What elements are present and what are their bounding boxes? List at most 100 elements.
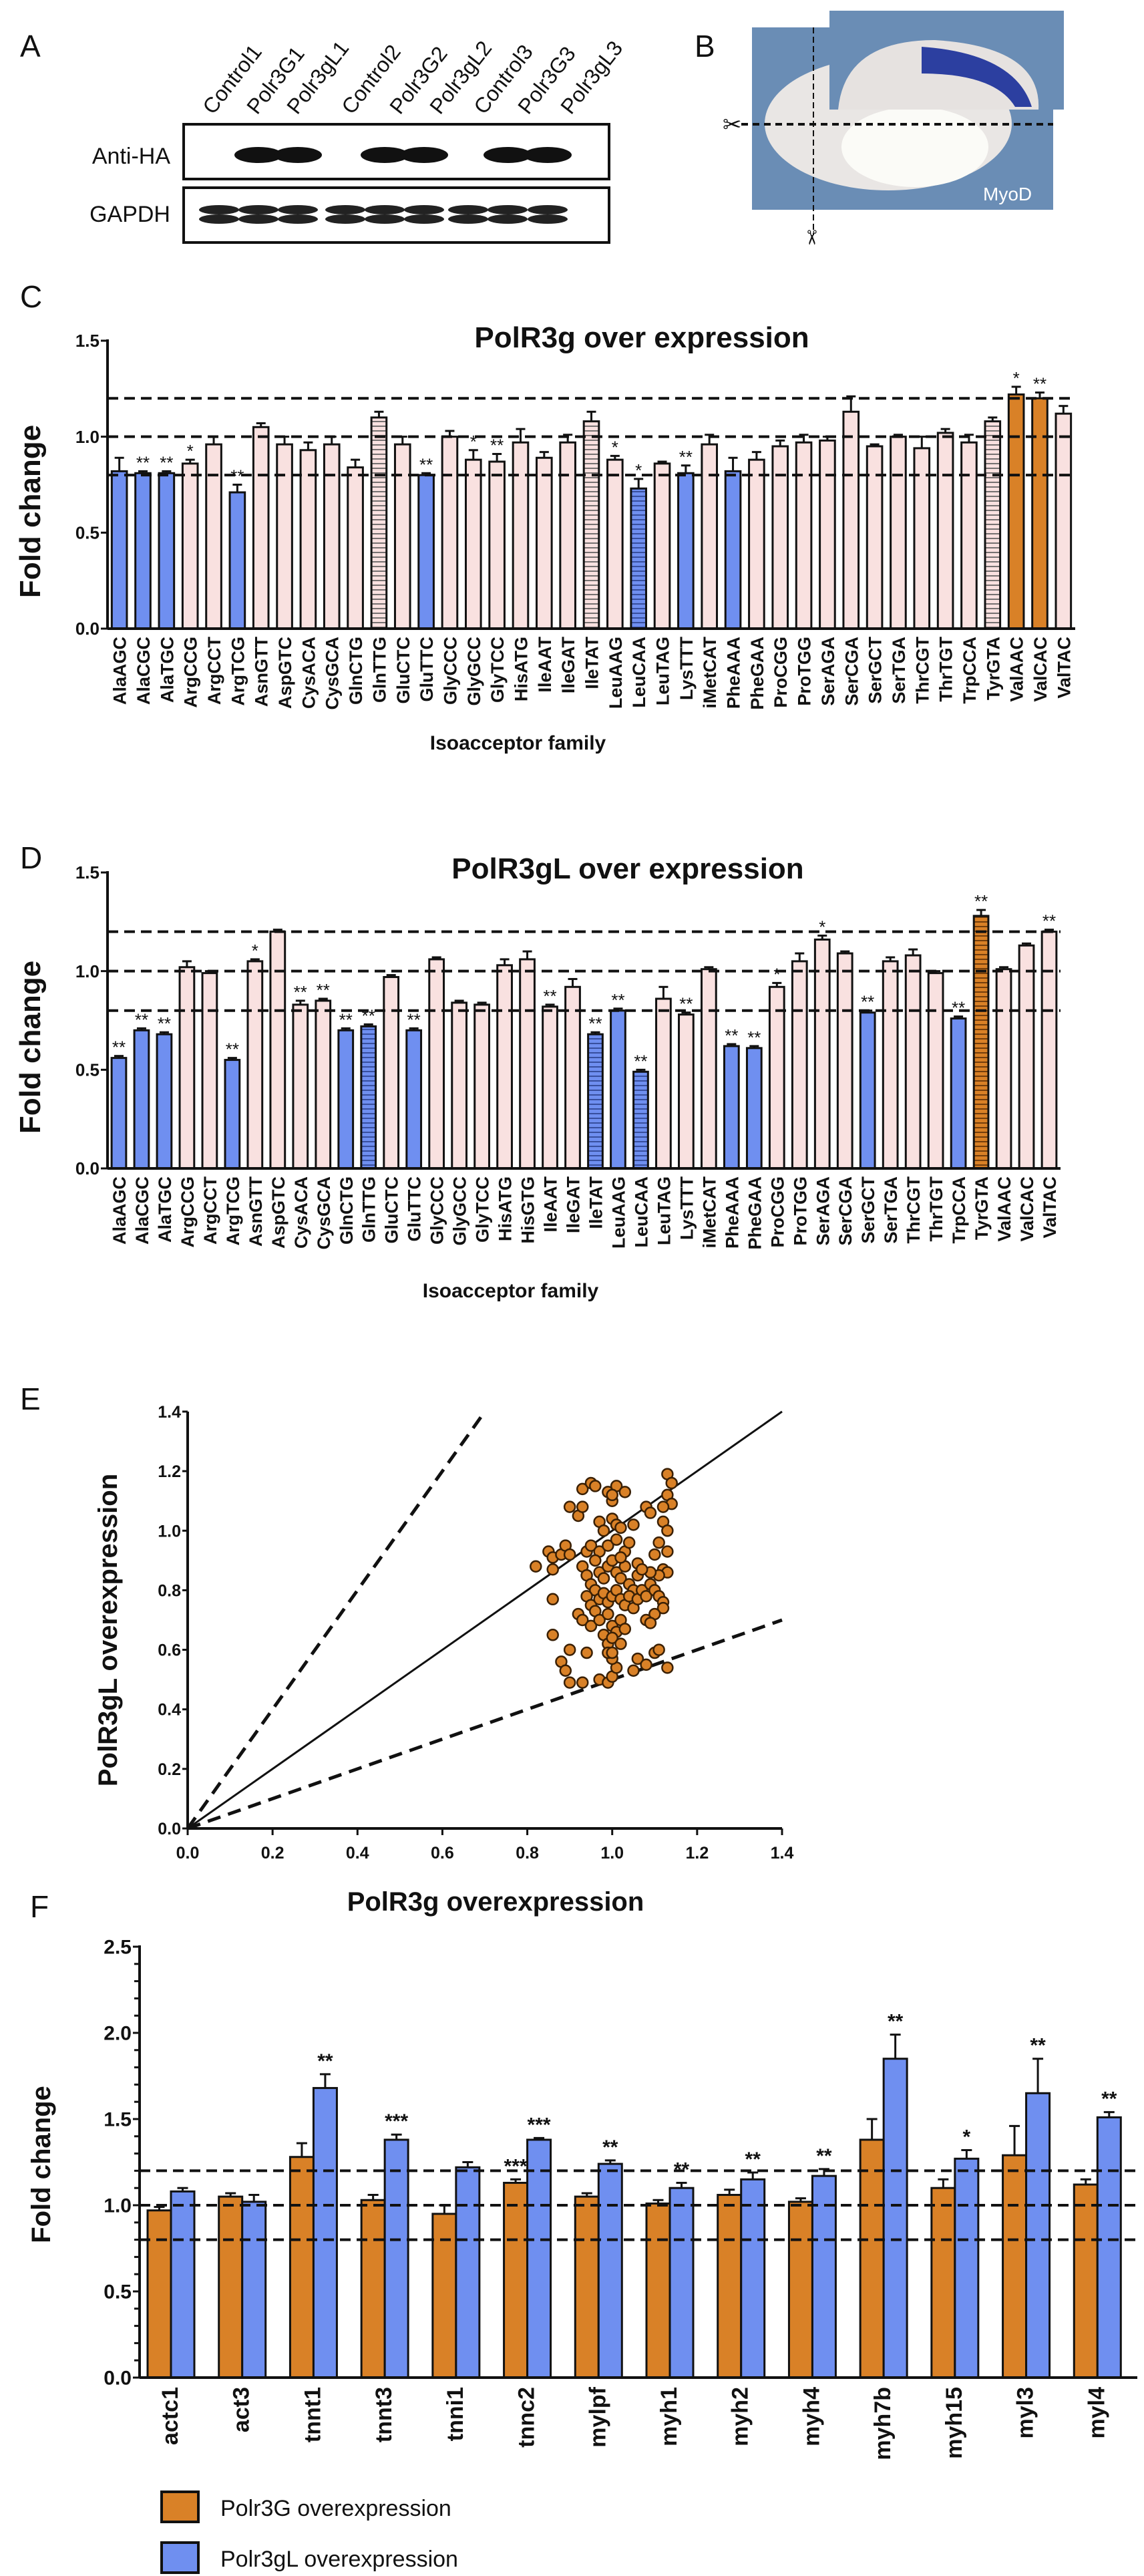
y-tick-label: 2.0 (104, 2023, 132, 2045)
x-tick-label: AsnGTT (246, 1176, 266, 1247)
bar-TrpCCA (950, 1017, 967, 1170)
scissors-icon: ✂ (800, 229, 822, 246)
x-tick-label: PheGAA (745, 1176, 765, 1250)
x-tick-label: AlaCGC (132, 1176, 152, 1245)
scatter-point (597, 1524, 610, 1537)
x-tick-label: IleAAT (535, 637, 555, 693)
bar-LysTTT (678, 1013, 695, 1170)
x-tick-label: LysTTT (677, 637, 697, 701)
x-tick-label: AlaAGC (110, 1176, 130, 1245)
x-tick-label: ArgCCG (181, 637, 201, 708)
scatter-point (576, 1482, 589, 1496)
scatter-point (589, 1554, 602, 1567)
bar-GluCTC (393, 443, 411, 630)
bar-HisATG (496, 964, 513, 1170)
bar-GlyTCC (488, 460, 506, 630)
anti-ha-band (234, 147, 282, 163)
bar-myh1-blue (669, 2187, 695, 2379)
scatter-point (640, 1658, 652, 1671)
chart-d-polr3gl-bars: 0.00.51.01.5**AlaAGC**AlaCGC**AlaTGC ArgC… (14, 852, 1061, 1302)
significance-marker: ** (747, 1027, 761, 1048)
significance-marker: *** (528, 2114, 551, 2136)
bar-PheAAA (723, 1045, 740, 1170)
reference-line-slope-1 (187, 1410, 783, 1830)
scatter-point (563, 1548, 576, 1561)
significance-marker: * (635, 460, 642, 480)
significance-marker: ** (634, 1051, 647, 1071)
bar-CysGCA (323, 443, 341, 630)
bar-TyrGTA (984, 420, 1002, 630)
bar-HisATG (512, 441, 530, 630)
significance-marker: ** (861, 992, 874, 1012)
bar-ArgCCG (181, 462, 199, 630)
scatter-point (563, 1500, 576, 1513)
row-label-gapdh: GAPDH (89, 202, 170, 227)
bar-GlnTTG (360, 1025, 377, 1170)
y-tick-label: 0.0 (104, 2368, 132, 2390)
x-tick-label: ValAAC (1007, 637, 1027, 702)
bar-LysTTT (677, 472, 695, 630)
reference-line-slope-2 (186, 1410, 487, 1830)
x-tick-label: LeuAAG (608, 1176, 628, 1249)
bar-GlyGCC (451, 1001, 468, 1170)
x-tick-label: IleTAT (582, 636, 602, 689)
x-tick-label: SerGCT (866, 636, 886, 703)
bar-iMetCAT (701, 443, 719, 630)
anti-ha-band (361, 147, 409, 163)
bar-actc1-blue (170, 2190, 196, 2379)
bar-IleAAT (536, 456, 553, 630)
bar-tnnt3-orange (360, 2199, 386, 2379)
y-axis-label: Fold change (14, 961, 47, 1134)
significance-marker: * (252, 941, 258, 961)
x-tick-label: 1.2 (685, 1844, 709, 1863)
bar-AsnGTT (246, 960, 264, 1170)
scatter-point (593, 1613, 606, 1627)
x-tick-label: GlyTCC (488, 637, 508, 703)
bar-act3-blue (241, 2201, 267, 2379)
x-axis-label: Isoacceptor family (423, 1280, 599, 1302)
panel-label-e: E (20, 1382, 41, 1416)
gapdh-band (325, 205, 365, 214)
x-tick-label: ArgTCG (228, 637, 248, 706)
x-tick-label: ThrTGT (936, 636, 956, 701)
x-tick-label: GlyCCC (440, 637, 460, 705)
gapdh-band (488, 205, 528, 214)
bar-myl3-orange (1002, 2154, 1028, 2379)
x-tick-label: GlnTTG (369, 637, 389, 703)
significance-marker: * (963, 2126, 971, 2148)
bar-GlnCTG (347, 466, 364, 630)
scatter-point (661, 1524, 674, 1537)
scatter-point (627, 1664, 640, 1677)
bar-ValAAC (1007, 393, 1025, 630)
significance-marker: ** (1033, 374, 1046, 394)
bar-SerCGA (842, 410, 860, 630)
y-tick-label: 2.5 (104, 1937, 132, 1959)
significance-marker: ** (679, 447, 693, 467)
bar-TyrGTA (972, 915, 990, 1170)
x-tick-label: IleGAT (558, 637, 578, 694)
scatter-point (610, 1533, 623, 1546)
scatter-point (644, 1506, 657, 1519)
bar-iMetCAT (700, 968, 717, 1170)
significance-marker: ** (974, 891, 988, 911)
x-tick-label: IleAAT (541, 1176, 561, 1233)
x-tick-label: GlyTCC (473, 1176, 493, 1243)
x-tick-label: ProCGG (771, 637, 791, 708)
gapdh-band (365, 205, 405, 214)
significance-marker: ** (816, 2145, 832, 2167)
x-tick-label: ValAAC (994, 1176, 1014, 1242)
bar-AspGTC (276, 443, 293, 630)
x-axis-label: Isoacceptor family (430, 732, 606, 754)
chart-title: PolR3gL over expression (451, 852, 803, 885)
x-tick-label: 1.0 (600, 1844, 624, 1863)
significance-marker: ** (1042, 911, 1056, 931)
x-tick-label: CysGCA (323, 637, 343, 710)
embryo-image: ✂ ✂ MyoD (723, 11, 1064, 246)
y-tick-label: 1.0 (75, 427, 100, 447)
x-tick-label: GlnCTG (346, 637, 366, 705)
bar-ArgCCT (201, 972, 218, 1170)
x-tick-label: AsnGTT (252, 636, 272, 707)
bar-ArgTCG (228, 491, 246, 630)
x-tick-label: ThrCGT (912, 637, 932, 704)
